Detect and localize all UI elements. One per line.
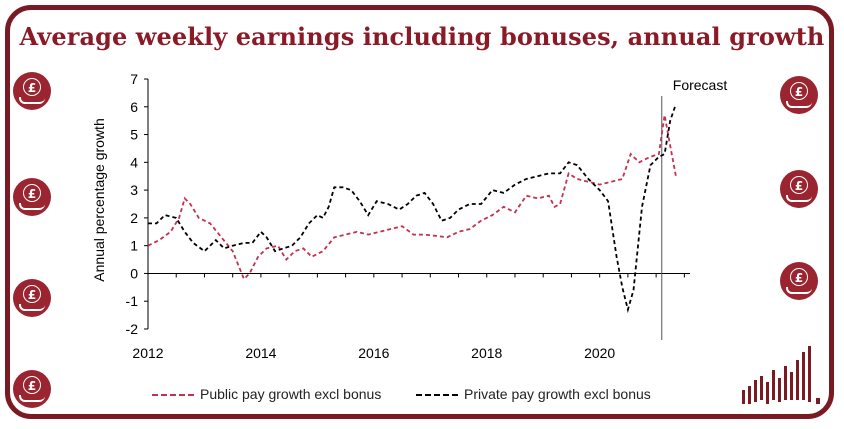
legend-item-private: Private pay growth excl bonus [416, 386, 651, 402]
x-tick-label: 2018 [471, 345, 502, 361]
y-tick-label: 4 [130, 154, 138, 170]
legend-swatch-public [152, 394, 194, 397]
x-tick-label: 2012 [132, 345, 163, 361]
x-tick-label: 2020 [584, 345, 615, 361]
series-line-public [147, 114, 677, 281]
bar-chart-logo-icon [742, 346, 820, 404]
y-tick-label: 0 [130, 265, 138, 281]
y-tick-label: 2 [130, 210, 138, 226]
legend-label-private: Private pay growth excl bonus [464, 386, 651, 402]
card-frame [5, 5, 834, 419]
pound-hand-icon: £ [13, 370, 51, 408]
pound-hand-icon: £ [13, 72, 51, 110]
chart-title: Average weekly earnings including bonuse… [19, 22, 825, 51]
legend-swatch-private [416, 394, 458, 397]
y-axis-label: Annual percentage growth [91, 118, 107, 281]
x-tick-label: 2016 [358, 345, 389, 361]
series-line-private [148, 103, 677, 314]
pound-hand-icon: £ [780, 76, 818, 114]
pound-hand-icon: £ [13, 279, 51, 317]
y-tick-label: 6 [130, 99, 138, 115]
y-tick-label: 1 [130, 238, 138, 254]
pound-hand-icon: £ [780, 170, 818, 208]
pound-hand-icon: £ [13, 178, 51, 216]
pound-hand-icon: £ [780, 262, 818, 300]
y-tick-label: -1 [126, 293, 139, 309]
legend-label-public: Public pay growth excl bonus [200, 386, 382, 402]
legend-item-public: Public pay growth excl bonus [152, 386, 381, 402]
forecast-annotation: Forecast [673, 77, 728, 93]
y-tick-label: -2 [126, 321, 139, 337]
y-tick-label: 3 [130, 182, 138, 198]
y-tick-label: 7 [130, 71, 138, 87]
y-tick-label: 5 [130, 127, 138, 143]
x-tick-label: 2014 [245, 345, 276, 361]
